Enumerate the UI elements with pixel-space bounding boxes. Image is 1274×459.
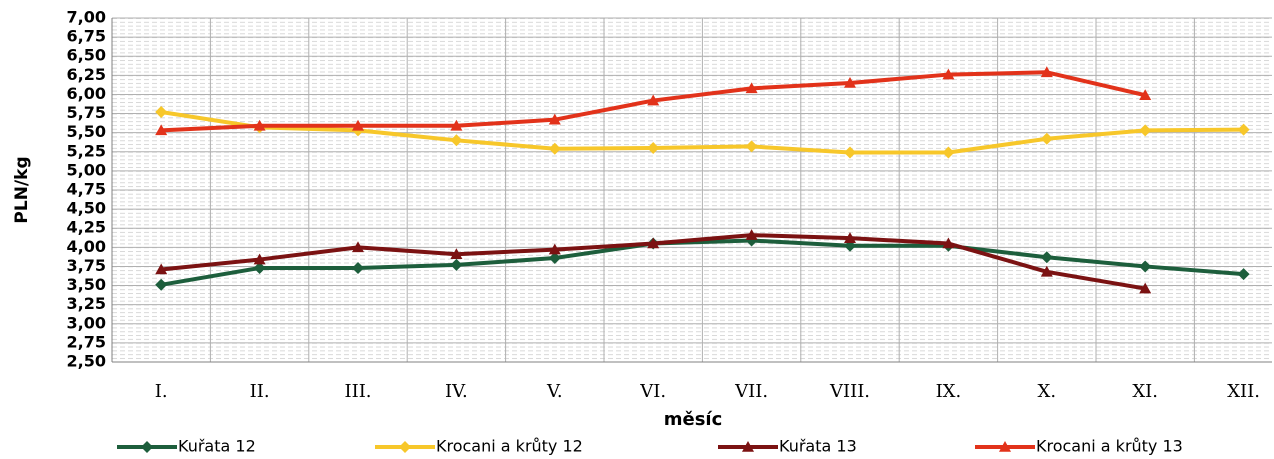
marker	[450, 134, 463, 147]
y-tick-label: 5,00	[67, 160, 106, 179]
x-tick-label: III.	[344, 381, 371, 402]
marker	[450, 119, 463, 131]
marker	[253, 119, 266, 131]
y-tick-label: 3,50	[67, 275, 106, 294]
x-tick-label: V.	[546, 381, 563, 402]
y-tick-label: 4,75	[67, 180, 106, 199]
marker	[141, 441, 153, 453]
marker	[647, 141, 660, 154]
x-axis-label: měsíc	[664, 409, 723, 430]
marker	[155, 124, 168, 136]
y-tick-label: 6,00	[67, 84, 106, 103]
x-tick-label: IV.	[445, 381, 468, 402]
x-tick-label: IX.	[936, 381, 962, 402]
y-tick-label: 2,75	[67, 332, 106, 351]
marker	[647, 237, 660, 249]
y-tick-label: 6,75	[67, 27, 106, 46]
y-tick-label: 6,25	[67, 65, 106, 84]
marker	[647, 94, 660, 106]
x-tick-label: XII.	[1227, 381, 1260, 402]
y-tick-label: 4,25	[67, 218, 106, 237]
marker	[745, 140, 758, 153]
legend-label: Krocani a krůty 13	[1036, 437, 1183, 456]
marker	[1139, 282, 1152, 294]
y-tick-label: 6,50	[67, 46, 106, 65]
marker	[352, 119, 364, 131]
x-tick-label: VIII.	[829, 381, 870, 402]
x-tick-label: II.	[250, 381, 270, 402]
marker	[155, 106, 168, 119]
marker	[844, 232, 856, 243]
x-tick-label: I.	[155, 381, 168, 402]
marker	[745, 82, 758, 94]
marker	[352, 261, 364, 274]
marker	[1040, 265, 1053, 277]
legend-label: Kuřata 12	[178, 437, 256, 456]
x-tick-label: XI.	[1132, 381, 1158, 402]
series-line	[160, 110, 1244, 155]
marker	[253, 253, 266, 265]
y-tick-label: 4,00	[67, 237, 106, 256]
marker	[745, 229, 758, 240]
marker	[548, 252, 561, 265]
marker	[548, 243, 561, 255]
y-tick-label: 7,00	[67, 8, 106, 27]
marker	[450, 258, 463, 271]
marker	[942, 68, 955, 80]
marker	[1040, 66, 1053, 78]
marker	[1237, 268, 1250, 281]
marker	[548, 113, 561, 125]
marker	[844, 76, 856, 88]
marker	[942, 237, 955, 249]
marker	[399, 441, 411, 453]
marker	[1040, 251, 1053, 264]
marker	[742, 441, 754, 452]
legend-label: Kuřata 13	[779, 437, 857, 456]
y-tick-label: 3,75	[67, 256, 106, 275]
marker	[942, 146, 955, 159]
marker	[1040, 132, 1053, 145]
marker	[155, 278, 168, 291]
marker	[155, 263, 168, 275]
marker	[450, 248, 463, 260]
y-axis-label: PLN/kg	[12, 156, 32, 223]
y-tick-label: 5,25	[67, 141, 106, 160]
x-tick-label: VI.	[639, 381, 666, 402]
y-tick-label: 4,50	[67, 199, 106, 218]
x-tick-label: VII.	[734, 381, 768, 402]
marker	[1139, 124, 1152, 137]
y-tick-label: 3,25	[67, 294, 106, 313]
marker	[1237, 123, 1250, 136]
marker	[352, 241, 364, 253]
marker	[844, 146, 856, 159]
y-tick-label: 3,00	[67, 313, 106, 332]
legend-label: Krocani a krůty 12	[436, 437, 583, 456]
marker	[1139, 260, 1152, 273]
x-tick-label: X.	[1038, 381, 1057, 402]
y-tick-label: 2,50	[67, 352, 106, 371]
marker	[548, 142, 561, 155]
marker	[1139, 89, 1152, 101]
series-line	[160, 238, 1244, 287]
marker	[253, 261, 266, 274]
marker	[999, 441, 1011, 452]
y-tick-label: 5,75	[67, 103, 106, 122]
y-tick-label: 5,50	[67, 122, 106, 141]
